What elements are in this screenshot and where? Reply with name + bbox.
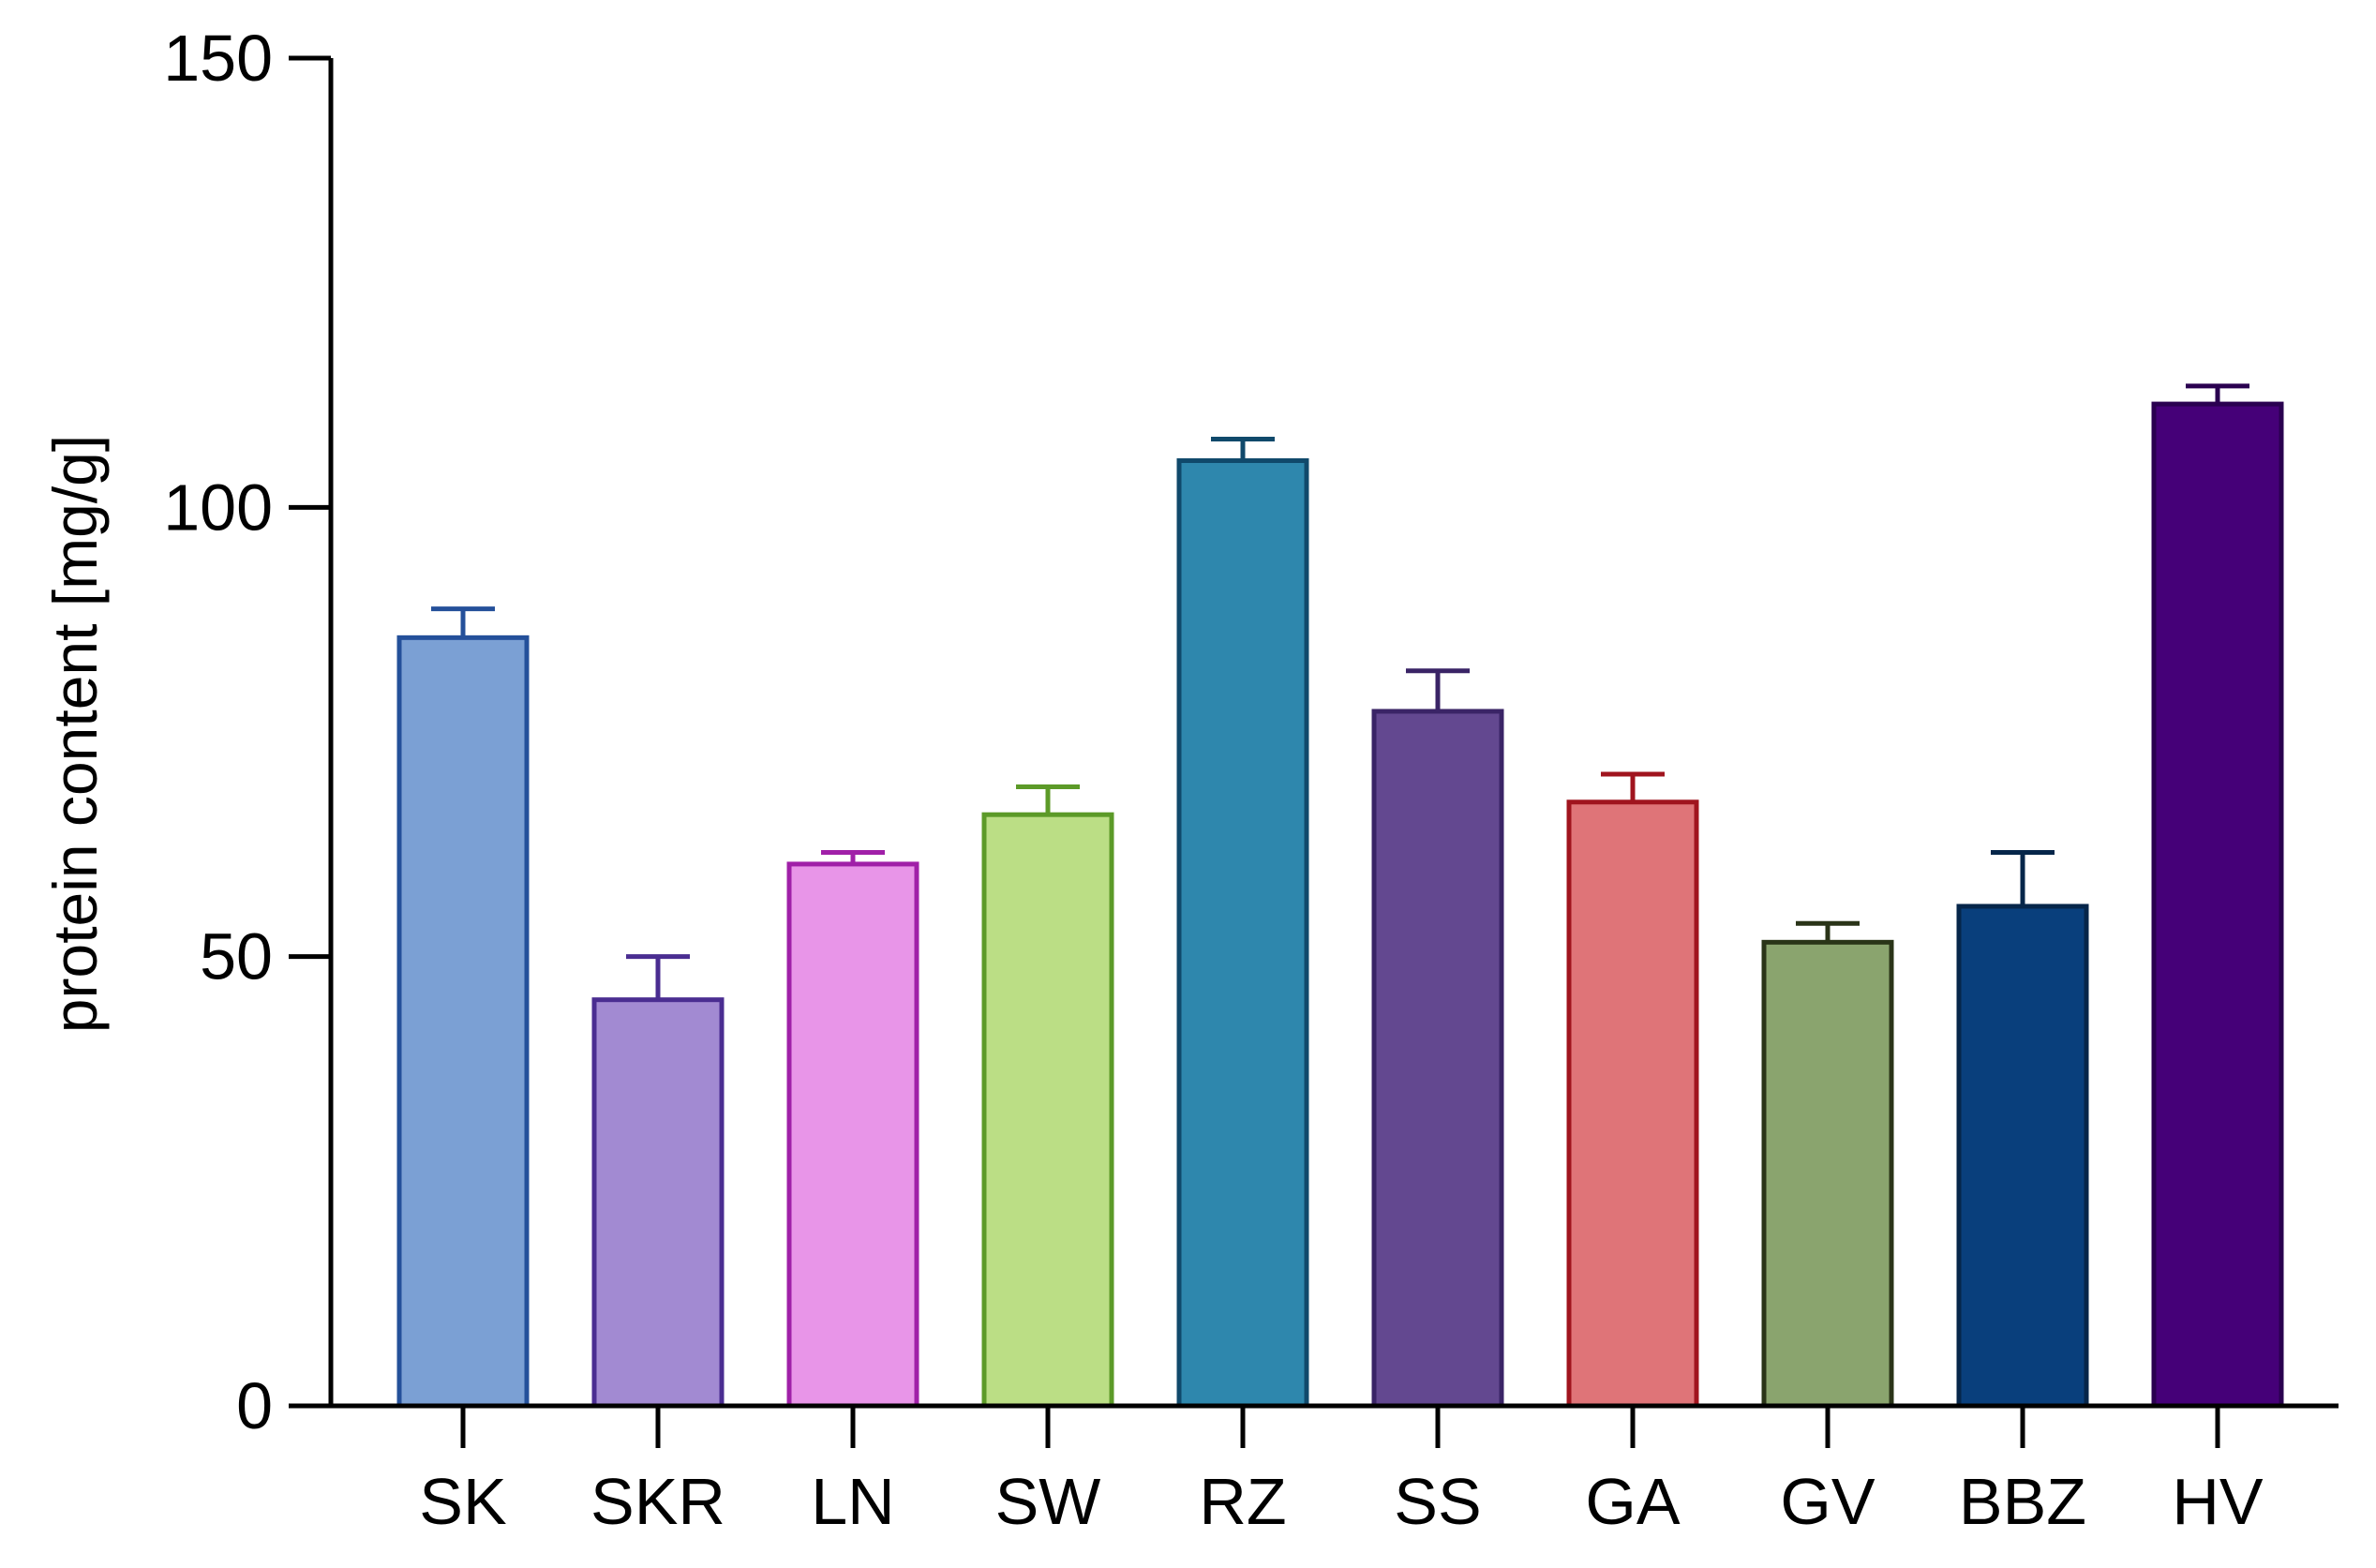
bar-sw (981, 812, 1114, 1409)
bar-ln (786, 861, 919, 1409)
bar-gv (1761, 939, 1894, 1409)
y-tick-label: 0 (236, 1369, 273, 1442)
error-bar-rz (1211, 436, 1275, 461)
x-tick-label-ga: GA (1585, 1465, 1680, 1538)
y-ticks-group: 0 50 100 150 (163, 22, 331, 1442)
error-bar-sw (1016, 784, 1080, 815)
bar-skr (591, 997, 725, 1409)
x-tick-label-hv: HV (2172, 1465, 2264, 1538)
x-ticks-group: SK SKR LN SW RZ SS GA GV BBZ HV (419, 1406, 2264, 1538)
bar-ga (1566, 799, 1699, 1409)
bar-bbz (1956, 903, 2089, 1409)
error-bars-group (431, 383, 2249, 1000)
y-tick-label: 100 (163, 470, 273, 544)
error-bar-ga (1601, 771, 1665, 802)
x-tick-label-sw: SW (995, 1465, 1101, 1538)
error-bar-hv (2186, 383, 2249, 405)
error-bar-skr (626, 954, 690, 1000)
error-bar-ss (1406, 668, 1470, 711)
y-tick-label: 150 (163, 22, 273, 95)
y-tick-label: 50 (200, 920, 273, 993)
bar-hv (2151, 401, 2284, 1409)
error-bar-bbz (1991, 849, 2055, 906)
error-bar-ln (821, 849, 885, 864)
axes-group (328, 58, 2339, 1409)
x-tick-label-ss: SS (1394, 1465, 1481, 1538)
error-bar-sk (431, 606, 495, 638)
x-tick-label-sk: SK (419, 1465, 506, 1538)
x-tick-label-bbz: BBZ (1959, 1465, 2086, 1538)
bars-group (396, 401, 2284, 1409)
y-axis-label: protein content [mg/g] (40, 435, 110, 1033)
x-tick-label-skr: SKR (590, 1465, 725, 1538)
x-tick-label-rz: RZ (1199, 1465, 1286, 1538)
bar-ss (1371, 709, 1504, 1409)
x-tick-label-gv: GV (1780, 1465, 1875, 1538)
error-bar-gv (1796, 920, 1860, 943)
bar-sk (396, 635, 530, 1409)
x-tick-label-ln: LN (811, 1465, 894, 1538)
bar-rz (1176, 457, 1309, 1409)
